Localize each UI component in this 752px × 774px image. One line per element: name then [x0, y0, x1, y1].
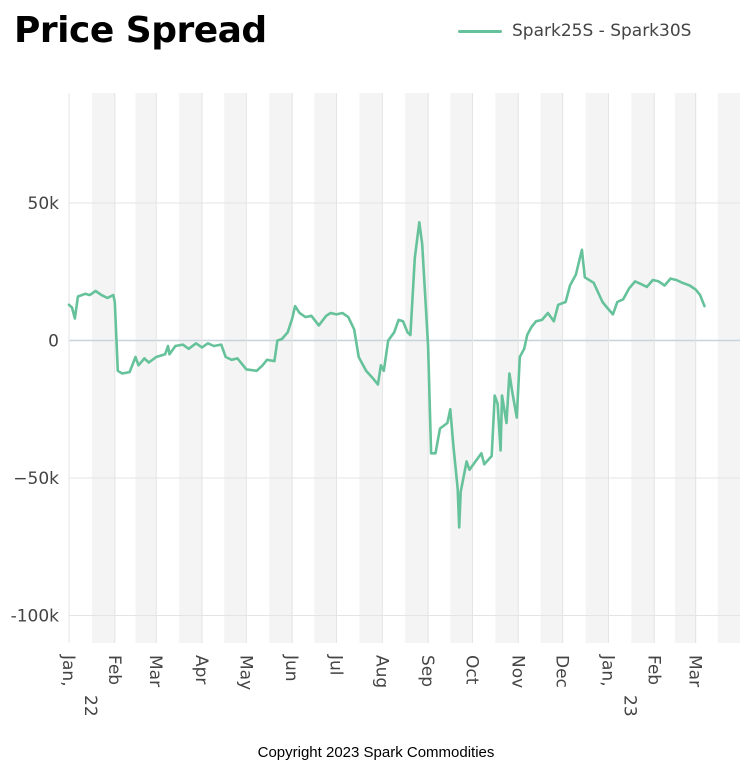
shaded-band — [224, 93, 247, 643]
x-tick-label: Jun — [281, 654, 301, 682]
x-tick-label: Sep — [417, 655, 437, 687]
shaded-band — [405, 93, 429, 643]
x-tick-label: Oct — [461, 655, 481, 685]
shaded-band — [540, 93, 563, 643]
x-tick-label: Apr — [191, 655, 211, 684]
copyright-text: Copyright 2023 Spark Commodities — [257, 744, 495, 761]
x-tick-label: Jul — [326, 654, 346, 676]
x-tick-label: Jan,22 — [58, 654, 100, 717]
chart-title: Price Spread — [14, 10, 267, 51]
x-tick-label: Feb — [643, 655, 663, 685]
shaded-band — [269, 93, 293, 643]
shaded-band — [631, 93, 655, 643]
x-tick-label: Jan,23 — [597, 654, 639, 717]
x-tick-label: Mar — [145, 655, 165, 687]
x-tick-label: Feb — [104, 655, 124, 685]
y-tick-label: 0 — [48, 332, 59, 352]
shaded-band — [135, 93, 157, 643]
legend-swatch — [458, 29, 502, 33]
shaded-band — [674, 93, 696, 643]
series-line — [67, 221, 706, 529]
shaded-band — [495, 93, 519, 643]
shaded-band — [450, 93, 473, 643]
legend[interactable]: Spark25S - Spark30S — [458, 18, 691, 44]
x-tick-label: Dec — [552, 655, 572, 688]
shaded-band — [91, 93, 115, 643]
x-tick-label: Aug — [371, 655, 391, 688]
x-tick-label: Mar — [685, 655, 705, 687]
shaded-band — [359, 93, 383, 643]
shaded-band — [314, 93, 337, 643]
x-tick-label: May — [235, 655, 255, 690]
shaded-band — [585, 93, 609, 643]
shaded-band — [179, 93, 203, 643]
y-tick-label: -100k — [11, 607, 60, 627]
shaded-band — [717, 93, 740, 643]
y-tick-label: 50k — [28, 194, 60, 214]
y-tick-label: −50k — [13, 469, 59, 489]
x-tick-label: Nov — [507, 655, 527, 688]
legend-label: Spark25S - Spark30S — [512, 21, 692, 41]
